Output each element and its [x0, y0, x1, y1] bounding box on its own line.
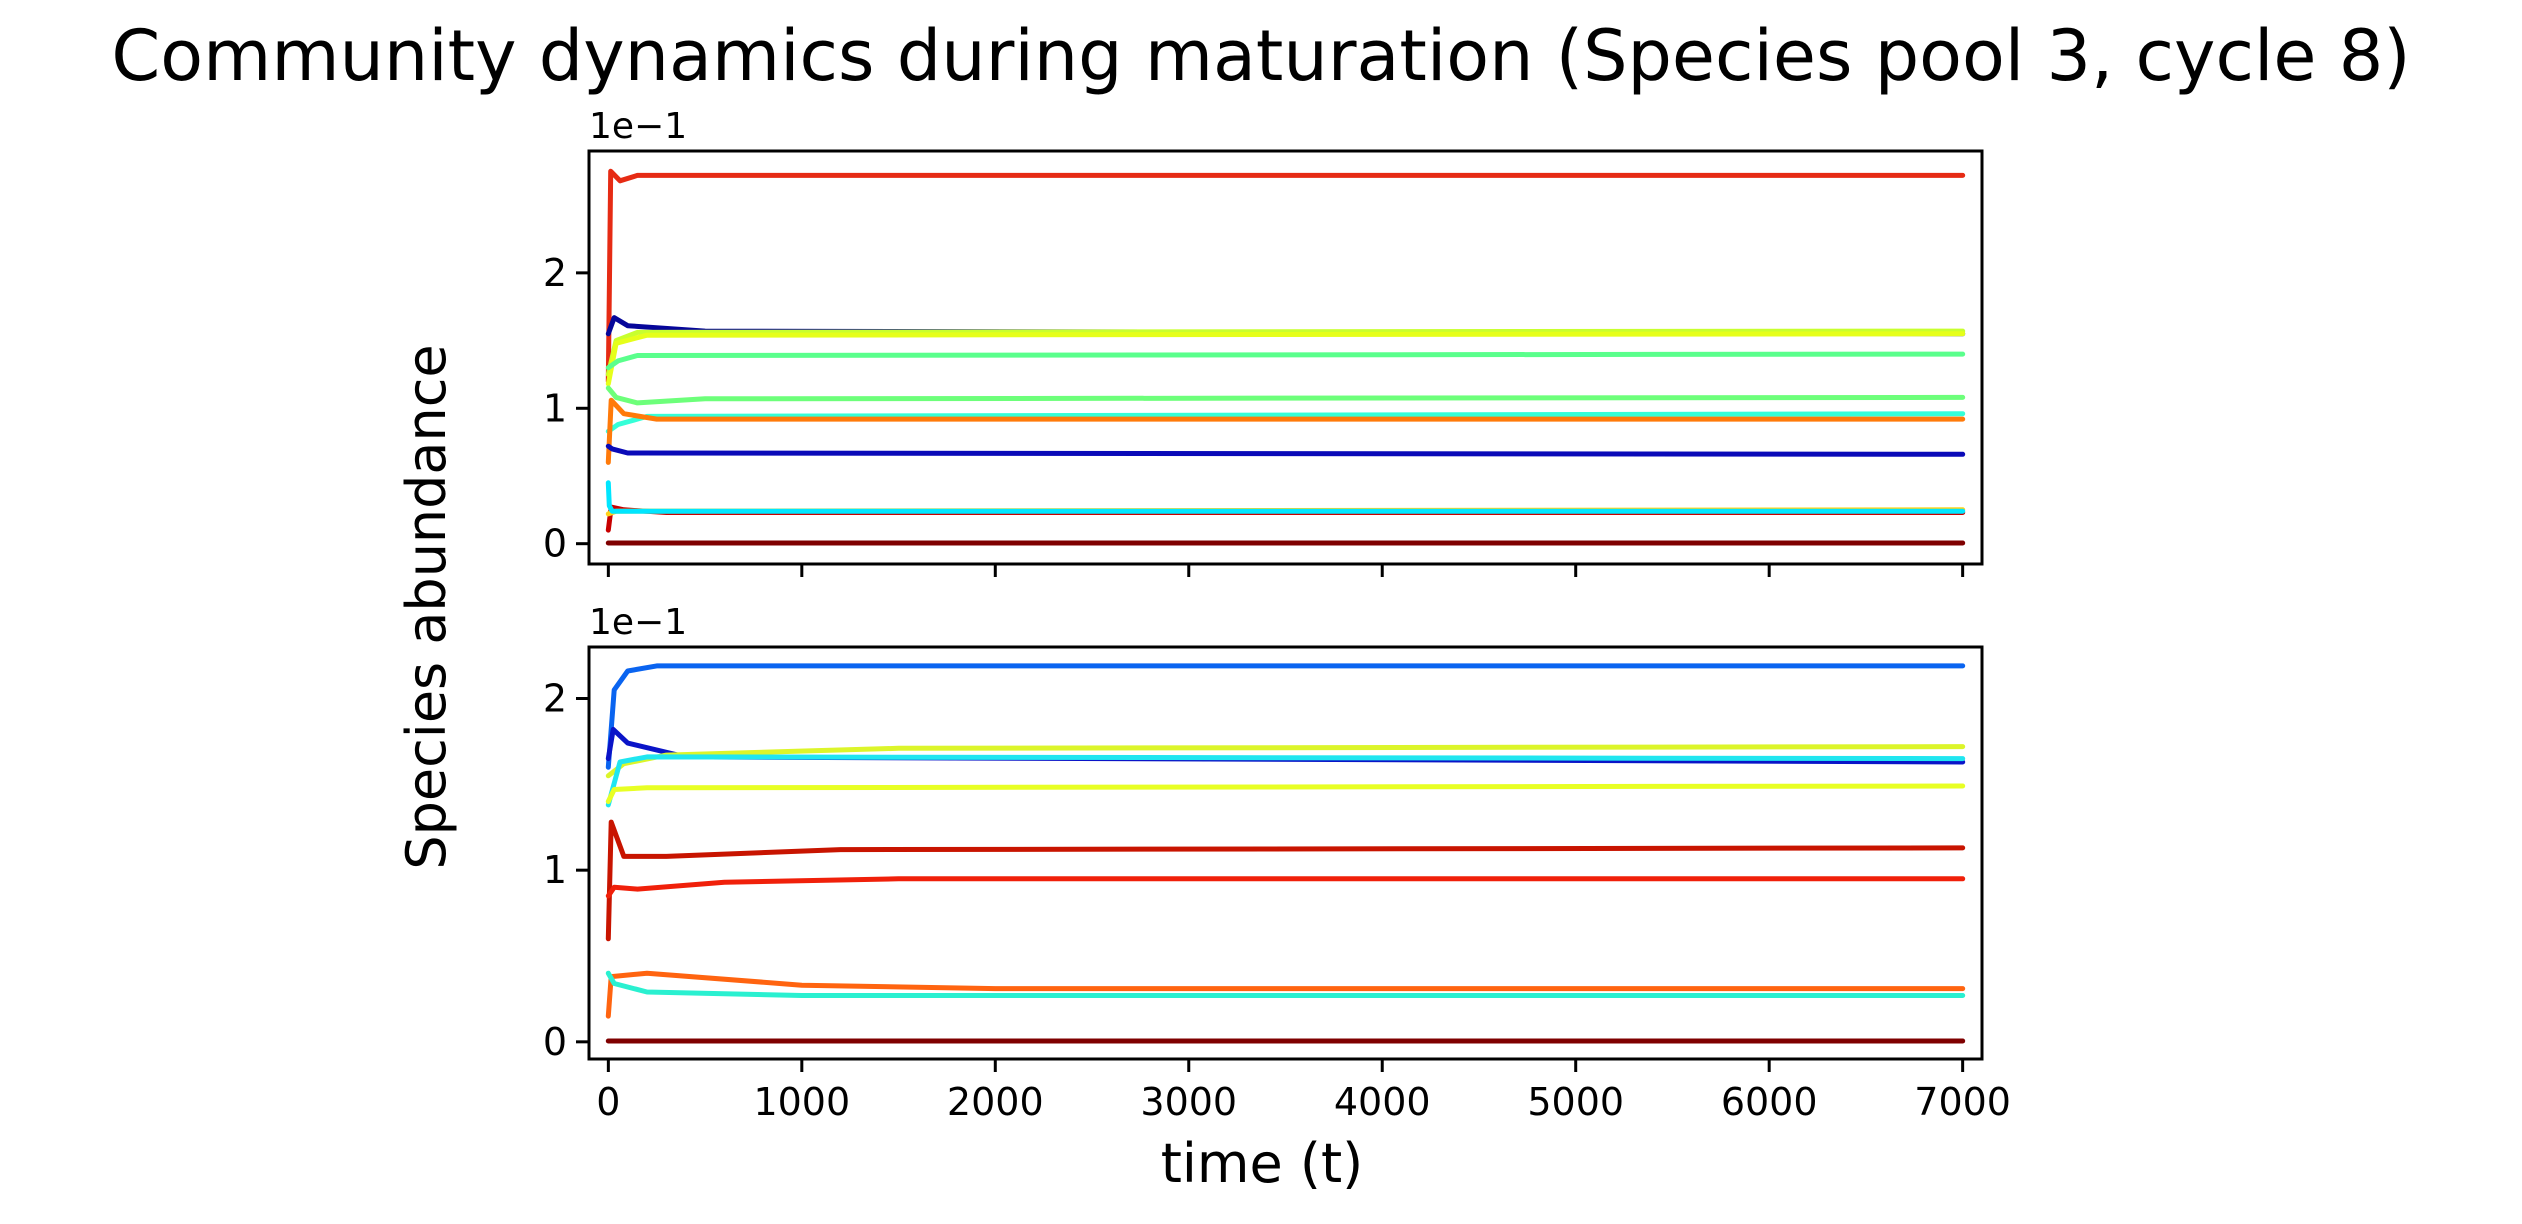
series-line-bottom-8 [605, 970, 1966, 1019]
series-line-top-7 [605, 411, 1966, 434]
series-line-top-1 [605, 168, 1966, 384]
series-line-top-5 [605, 351, 1966, 371]
axes-frame-bottom [587, 645, 1984, 1061]
panel-top: 0 1 2 1e−1 [543, 106, 1984, 577]
series-line-top-9 [605, 443, 1966, 457]
series-line-top-8 [605, 397, 1966, 465]
series-line-bottom-1 [605, 663, 1966, 770]
y-tick-label-bottom: 2 [543, 677, 567, 721]
y-tick-label-bottom: 1 [543, 848, 567, 892]
x-tick-label-bottom: 2000 [947, 1080, 1044, 1124]
offset-text-bottom: 1e−1 [589, 602, 687, 643]
series-line-bottom-4 [605, 754, 1966, 808]
x-tick-label-bottom: 4000 [1334, 1080, 1431, 1124]
series-line-bottom-6 [605, 819, 1966, 942]
y-tick-label-bottom: 0 [543, 1020, 567, 1064]
x-tick-label-bottom: 5000 [1527, 1080, 1624, 1124]
x-tick-label-bottom: 7000 [1914, 1080, 2011, 1124]
x-tick-label-bottom: 1000 [753, 1080, 850, 1124]
y-tick-label-top: 2 [543, 251, 567, 295]
series-line-bottom-9 [605, 970, 1966, 998]
series-line-bottom-5 [605, 783, 1966, 804]
y-tick-label-top: 0 [543, 522, 567, 566]
series-line-top-6 [605, 385, 1966, 406]
x-tick-label-bottom: 3000 [1140, 1080, 1237, 1124]
offset-text-top: 1e−1 [589, 106, 687, 147]
y-axis-label: Species abundance [395, 344, 458, 869]
axes-frame-top [587, 149, 1984, 566]
x-tick-label-bottom: 6000 [1721, 1080, 1818, 1124]
ticks-layer-bottom: 0 1000 2000 3000 4000 5000 6000 7000 0 1 2 [543, 677, 2011, 1125]
panel-bottom: 0 1000 2000 3000 4000 5000 6000 7000 0 1 2 1e−1 [543, 602, 2011, 1124]
series-line-bottom-7 [605, 876, 1966, 899]
x-tick-label-bottom: 0 [596, 1080, 620, 1124]
ticks-layer-top: 0 1 2 [543, 251, 1965, 577]
x-axis-label: time (t) [1161, 1132, 1363, 1195]
y-tick-label-top: 1 [543, 386, 567, 430]
figure-title: Community dynamics during maturation (Sp… [111, 15, 2410, 97]
series-layer-bottom [605, 663, 1966, 1044]
series-line-top-12 [605, 480, 1966, 514]
series-layer-top [605, 168, 1966, 546]
